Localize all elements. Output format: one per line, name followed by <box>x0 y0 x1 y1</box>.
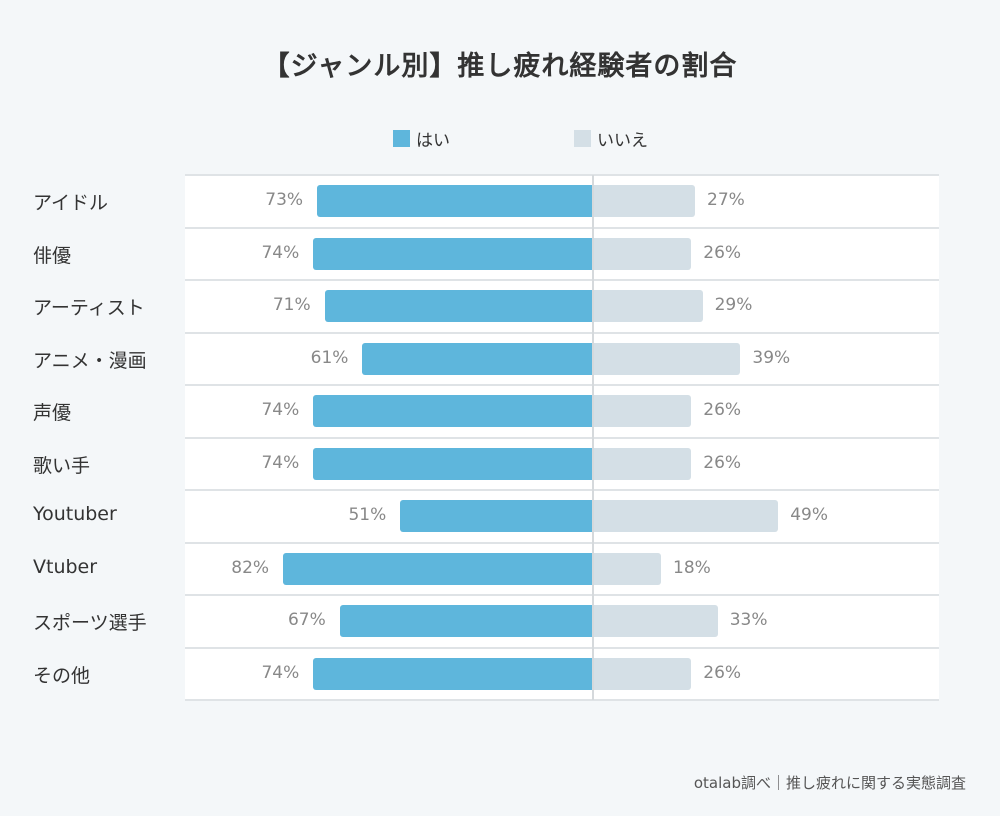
value-label-yes: 51% <box>348 505 387 526</box>
value-label-yes: 61% <box>310 347 349 368</box>
category-label: Youtuber <box>33 503 117 526</box>
category-label: アーティスト <box>33 297 145 320</box>
bar-yes <box>324 290 593 323</box>
value-label-no: 27% <box>707 190 745 211</box>
value-label-no: 49% <box>790 505 829 526</box>
row-separator <box>185 594 939 596</box>
value-label-no: 26% <box>703 452 742 473</box>
value-label-no: 26% <box>703 400 742 421</box>
value-label-yes: 73% <box>265 190 304 211</box>
row-separator <box>185 646 939 649</box>
row-separator <box>185 279 939 281</box>
category-label: アイドル <box>33 192 109 215</box>
value-label-no: 26% <box>703 662 742 683</box>
category-label: スポーツ選手 <box>33 612 147 635</box>
row-separator <box>185 541 939 544</box>
chart-title: 【ジャンル別】推し疲れ経験者の割合 <box>262 51 738 82</box>
value-label-yes: 74% <box>261 452 300 473</box>
value-label-yes: 82% <box>231 557 270 578</box>
bar-yes <box>362 342 593 375</box>
legend-swatch-yes <box>393 130 410 147</box>
value-label-no: 33% <box>729 610 768 631</box>
value-label-yes: 74% <box>261 400 300 421</box>
category-label: その他 <box>33 664 91 687</box>
bar-no <box>593 657 692 690</box>
row-separator <box>185 331 939 334</box>
bar-yes <box>283 552 593 585</box>
bar-yes <box>339 605 593 638</box>
bar-no <box>593 342 741 375</box>
legend-item-yes: はい <box>393 126 450 151</box>
value-label-no: 29% <box>714 295 753 316</box>
legend-label-no: いいえ <box>597 131 648 151</box>
bar-no <box>593 552 662 585</box>
category-label: 俳優 <box>33 244 72 267</box>
row-separator <box>185 699 939 701</box>
center-axis <box>592 175 594 700</box>
category-label: アニメ・漫画 <box>33 349 147 372</box>
value-label-yes: 74% <box>261 242 300 263</box>
bar-no <box>593 185 696 218</box>
legend-item-no: いいえ <box>574 126 648 151</box>
legend-label-yes: はい <box>416 131 450 151</box>
category-label: 歌い手 <box>33 454 91 477</box>
row-separator <box>185 174 939 176</box>
row-separator <box>185 384 939 386</box>
bar-yes <box>313 657 593 690</box>
legend: はい いいえ <box>0 126 1000 151</box>
legend-swatch-no <box>574 130 591 147</box>
row-separator <box>185 489 939 491</box>
row-separator <box>185 226 939 229</box>
value-label-yes: 74% <box>261 662 300 683</box>
bar-yes <box>317 185 593 218</box>
category-label: Vtuber <box>33 555 98 578</box>
value-label-yes: 71% <box>272 295 311 316</box>
value-label-no: 18% <box>673 557 711 578</box>
value-label-yes: 67% <box>287 610 326 631</box>
bar-no <box>593 447 692 480</box>
bar-no <box>593 500 779 533</box>
row-separator <box>185 436 939 439</box>
category-label: 声優 <box>33 402 72 425</box>
value-label-no: 39% <box>752 347 791 368</box>
bar-yes <box>313 447 593 480</box>
source-note: otalab調べ｜推し疲れに関する実態調査 <box>693 774 966 792</box>
bar-no <box>593 290 703 323</box>
bar-yes <box>313 395 593 428</box>
bar-no <box>593 605 718 638</box>
value-label-no: 26% <box>703 242 742 263</box>
bar-no <box>593 395 692 428</box>
bar-yes <box>400 500 593 533</box>
bar-yes <box>313 237 593 270</box>
bar-no <box>593 237 692 270</box>
